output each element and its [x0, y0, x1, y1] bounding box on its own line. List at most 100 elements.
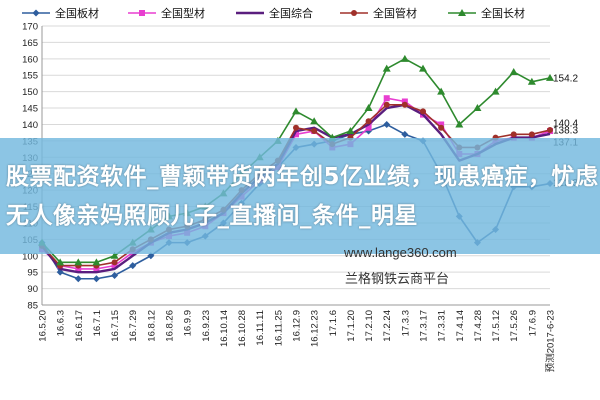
x-tick-label: 17.3.31 — [437, 310, 448, 342]
square-marker — [75, 265, 82, 272]
overlay-banner — [0, 138, 600, 254]
watermark-name: 兰格钢铁云商平台 — [345, 272, 450, 287]
triangle-marker — [310, 117, 319, 125]
x-tick-label: 16.7.1 — [92, 310, 103, 336]
square-marker — [93, 265, 100, 272]
circle-marker — [351, 10, 357, 16]
x-tick-label: 预测2017-6-23 — [546, 310, 557, 372]
legend-label: 全国综合 — [269, 6, 313, 20]
triangle-marker — [437, 87, 446, 95]
square-marker — [438, 121, 445, 128]
diamond-marker — [383, 120, 391, 128]
y-tick-label: 145 — [22, 104, 38, 115]
diamond-marker — [111, 271, 119, 279]
legend-entry: 全国型材 — [128, 6, 205, 20]
legend-entry: 全国管材 — [340, 6, 417, 20]
square-marker — [293, 131, 299, 138]
x-tick-label: 16.8.26 — [165, 310, 176, 342]
y-tick-label: 155 — [22, 71, 38, 82]
triangle-marker — [458, 9, 466, 16]
x-tick-label: 16.10.28 — [237, 310, 248, 347]
legend-label: 全国长材 — [481, 6, 525, 20]
circle-marker — [401, 101, 408, 108]
triangle-marker — [292, 107, 300, 115]
triangle-marker — [419, 64, 427, 72]
diamond-marker — [32, 9, 40, 17]
square-marker — [401, 98, 408, 105]
x-tick-label: 17.1.20 — [346, 310, 357, 342]
triangle-marker — [546, 73, 554, 81]
y-tick-label: 140 — [22, 120, 38, 131]
triangle-marker — [455, 120, 464, 128]
watermark-url: www.lange360.com — [344, 245, 457, 260]
circle-marker — [438, 124, 445, 131]
y-tick-label: 150 — [22, 87, 38, 98]
x-tick-label: 16.6.17 — [74, 310, 85, 342]
diamond-marker — [129, 262, 137, 270]
triangle-marker — [473, 104, 482, 112]
triangle-marker — [527, 77, 536, 85]
triangle-marker — [491, 87, 500, 95]
x-tick-label: 16.10.14 — [219, 310, 230, 347]
square-marker — [111, 262, 118, 269]
x-tick-label: 17.5.12 — [491, 310, 502, 342]
x-tick-label: 17.3.17 — [419, 310, 430, 342]
y-tick-label: 165 — [22, 38, 38, 49]
y-tick-label: 90 — [27, 284, 38, 295]
x-tick-label: 16.9.23 — [201, 310, 212, 342]
circle-marker — [420, 108, 426, 115]
end-value-label: 154.2 — [553, 73, 578, 84]
circle-marker — [510, 131, 517, 138]
triangle-marker — [346, 127, 355, 135]
x-tick-label: 17.1.6 — [328, 310, 339, 336]
circle-marker — [528, 131, 535, 138]
x-tick-label: 17.6.9 — [527, 310, 538, 336]
legend-label: 全国型材 — [161, 6, 205, 20]
x-tick-label: 16.8.12 — [146, 310, 157, 342]
triangle-marker — [74, 258, 83, 266]
circle-marker — [111, 259, 118, 266]
x-tick-label: 16.7.29 — [128, 310, 139, 342]
legend-entry: 全国长材 — [448, 6, 525, 20]
x-tick-label: 16.12.9 — [292, 310, 303, 342]
circle-marker — [311, 128, 318, 135]
y-tick-label: 85 — [27, 301, 38, 312]
x-tick-label: 17.4.28 — [473, 310, 484, 342]
x-tick-label: 16.12.23 — [310, 310, 321, 347]
triangle-marker — [382, 64, 391, 72]
diamond-marker — [74, 275, 82, 283]
y-tick-label: 100 — [22, 251, 38, 262]
circle-marker — [547, 127, 553, 134]
square-marker — [383, 95, 390, 102]
circle-marker — [293, 124, 299, 131]
circle-marker — [365, 118, 372, 125]
x-tick-label: 17.2.10 — [364, 310, 375, 342]
end-value-label: 138.3 — [553, 126, 578, 137]
legend: 全国板材 全国型材 全国综合 全国管材 全国长材 — [22, 6, 525, 20]
legend-entry: 全国板材 — [22, 6, 99, 20]
x-tick-label: 16.5.20 — [38, 310, 49, 342]
triangle-marker — [364, 104, 373, 112]
y-tick-label: 95 — [27, 268, 38, 279]
square-marker — [139, 10, 145, 16]
y-tick-label: 160 — [22, 54, 38, 65]
legend-label: 全国板材 — [55, 6, 99, 20]
x-tick-label: 16.11.11 — [255, 310, 266, 346]
diamond-marker — [401, 130, 409, 138]
banner-headline[interactable]: 股票配资软件_曹颖带货两年创5亿业绩，现患癌症，忧虑无人像亲妈照顾儿子_直播间_… — [6, 164, 599, 229]
legend-label: 全国管材 — [373, 6, 417, 20]
circle-marker — [383, 101, 390, 108]
x-tick-label: 16.7.15 — [110, 310, 121, 342]
x-tick-label: 16.9.9 — [183, 310, 194, 336]
x-tick-label: 16.6.3 — [56, 310, 67, 336]
end-value-label: 140.4 — [553, 119, 578, 130]
square-marker — [365, 124, 372, 131]
triangle-marker — [509, 67, 518, 75]
legend-entry: 全国综合 — [236, 6, 313, 20]
diamond-marker — [147, 252, 155, 260]
triangle-marker — [110, 251, 119, 259]
x-tick-label: 17.3.3 — [400, 310, 411, 336]
x-tick-label: 17.4.14 — [455, 310, 466, 342]
x-tick-label: 16.11.25 — [273, 310, 284, 346]
diamond-marker — [92, 275, 100, 283]
